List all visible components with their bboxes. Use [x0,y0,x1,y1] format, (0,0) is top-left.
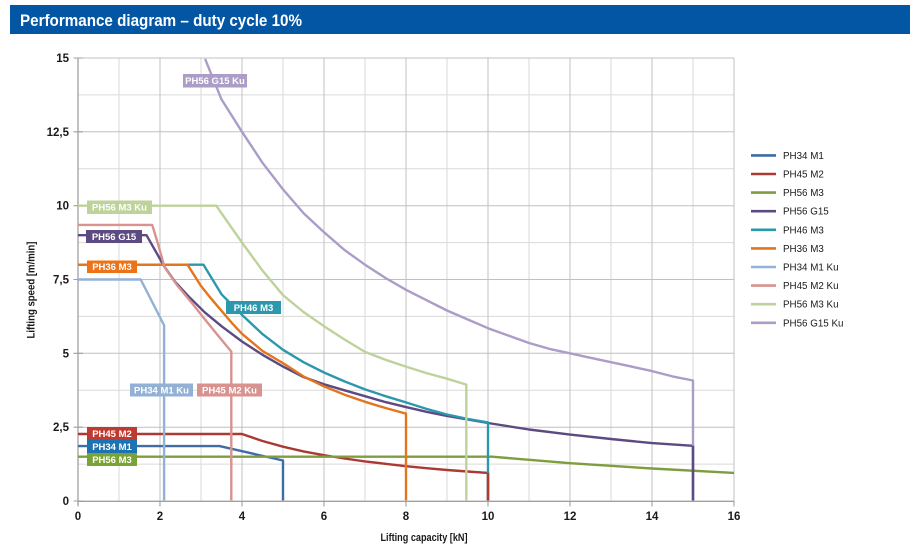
svg-text:PH36 M3: PH36 M3 [783,244,824,255]
svg-text:PH36 M3: PH36 M3 [92,262,132,273]
svg-text:PH46 M3: PH46 M3 [783,225,824,236]
svg-text:16: 16 [728,511,741,523]
svg-text:8: 8 [403,511,410,523]
svg-text:14: 14 [646,511,659,523]
svg-text:PH56 M3: PH56 M3 [783,188,824,199]
svg-text:10: 10 [482,511,495,523]
svg-text:4: 4 [239,511,246,523]
svg-text:2: 2 [157,511,163,523]
svg-text:7,5: 7,5 [53,275,70,287]
svg-text:PH56 M3 Ku: PH56 M3 Ku [783,300,839,311]
svg-text:PH56 G15 Ku: PH56 G15 Ku [185,76,245,87]
svg-text:PH45 M2 Ku: PH45 M2 Ku [202,385,257,396]
svg-text:PH45 M2: PH45 M2 [92,429,132,440]
svg-text:Lifting speed [m/min]: Lifting speed [m/min] [26,241,38,338]
svg-text:PH45 M2: PH45 M2 [783,170,824,181]
svg-text:PH45 M2 Ku: PH45 M2 Ku [783,281,839,292]
svg-text:5: 5 [63,348,70,360]
svg-text:PH56 M3: PH56 M3 [92,455,132,466]
svg-text:2,5: 2,5 [53,422,70,434]
svg-text:PH34 M1: PH34 M1 [92,442,132,453]
svg-text:10: 10 [56,201,69,213]
svg-text:12,5: 12,5 [47,127,70,139]
svg-text:Performance diagram – duty cyc: Performance diagram – duty cycle 10% [20,12,302,30]
svg-text:PH34 M1: PH34 M1 [783,151,824,162]
svg-text:6: 6 [321,511,327,523]
svg-text:0: 0 [75,511,81,523]
svg-text:PH56 G15: PH56 G15 [783,207,829,218]
svg-text:Lifting capacity [kN]: Lifting capacity [kN] [381,532,468,544]
svg-text:15: 15 [56,53,69,65]
svg-text:PH56 M3 Ku: PH56 M3 Ku [92,203,147,214]
svg-text:PH34 M1 Ku: PH34 M1 Ku [783,263,839,274]
svg-text:PH46 M3: PH46 M3 [234,303,274,314]
svg-text:PH34 M1 Ku: PH34 M1 Ku [134,385,189,396]
svg-text:PH56 G15: PH56 G15 [92,232,137,243]
svg-text:PH56 G15 Ku: PH56 G15 Ku [783,318,843,329]
svg-text:12: 12 [564,511,577,523]
svg-text:0: 0 [63,496,69,508]
